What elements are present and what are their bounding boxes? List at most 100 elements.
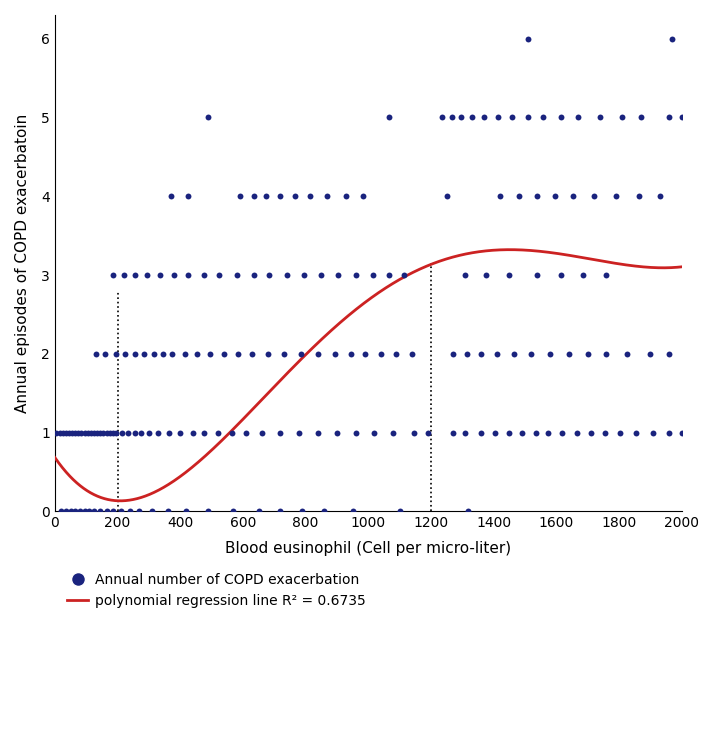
Point [375, 348, 386, 360]
Point [263, 269, 275, 281]
Point [129, 348, 141, 360]
Point [346, 348, 357, 360]
Point [461, 348, 473, 360]
Point [312, 348, 323, 360]
Point [73, 427, 84, 439]
Point [76, 427, 87, 439]
Point [630, 427, 642, 439]
Point [123, 427, 134, 439]
Point [198, 269, 209, 281]
Point [585, 427, 596, 439]
Point [544, 348, 555, 360]
Point [226, 427, 238, 439]
Point [293, 427, 305, 439]
Point [621, 348, 633, 360]
Point [143, 427, 154, 439]
Point [85, 427, 96, 439]
Point [241, 427, 252, 439]
Point [107, 269, 119, 281]
Point [663, 427, 675, 439]
Point [69, 506, 81, 518]
Point [654, 190, 665, 202]
Point [51, 427, 62, 439]
Point [164, 427, 175, 439]
Point [296, 506, 308, 518]
Point [162, 506, 174, 518]
Point [253, 506, 264, 518]
Point [476, 427, 487, 439]
Point [74, 506, 86, 518]
Point [635, 112, 646, 124]
Point [331, 427, 343, 439]
Point [663, 348, 675, 360]
Point [316, 269, 327, 281]
Point [304, 190, 316, 202]
Point [91, 427, 103, 439]
Point [675, 427, 687, 439]
Point [89, 506, 100, 518]
Point [436, 112, 448, 124]
Point [182, 190, 193, 202]
Point [466, 112, 477, 124]
Point [594, 112, 605, 124]
Point [65, 506, 76, 518]
Point [90, 348, 101, 360]
Point [203, 112, 214, 124]
Point [463, 506, 474, 518]
Point [645, 348, 656, 360]
Point [563, 348, 575, 360]
Point [398, 269, 410, 281]
Point [460, 427, 471, 439]
Point [181, 506, 192, 518]
Point [218, 348, 230, 360]
Point [549, 190, 560, 202]
Point [388, 427, 399, 439]
Point [358, 190, 369, 202]
Point [104, 427, 116, 439]
Point [101, 427, 112, 439]
Point [56, 506, 67, 518]
Point [275, 190, 286, 202]
X-axis label: Blood eusinophil (Cell per micro-liter): Blood eusinophil (Cell per micro-liter) [225, 542, 511, 556]
Point [532, 190, 543, 202]
Point [441, 190, 452, 202]
Point [82, 427, 94, 439]
Point [455, 112, 466, 124]
Point [538, 112, 549, 124]
Point [116, 427, 128, 439]
Point [262, 348, 273, 360]
Point [600, 348, 612, 360]
Point [555, 269, 567, 281]
Point [422, 427, 433, 439]
Point [610, 190, 621, 202]
Point [350, 269, 361, 281]
Point [203, 506, 214, 518]
Point [675, 112, 687, 124]
Point [94, 427, 106, 439]
Point [60, 506, 71, 518]
Point [577, 269, 588, 281]
Point [507, 112, 518, 124]
Point [89, 427, 100, 439]
Point [312, 427, 323, 439]
Point [107, 427, 119, 439]
Point [526, 348, 537, 360]
Point [179, 348, 191, 360]
Point [165, 190, 176, 202]
Point [154, 269, 166, 281]
Point [330, 348, 341, 360]
Point [118, 269, 129, 281]
Point [555, 112, 567, 124]
Point [198, 427, 209, 439]
Point [543, 427, 554, 439]
Point [246, 348, 258, 360]
Point [146, 506, 158, 518]
Point [289, 190, 301, 202]
Point [94, 506, 106, 518]
Point [139, 348, 150, 360]
Point [489, 427, 501, 439]
Point [69, 427, 81, 439]
Point [204, 348, 216, 360]
Point [261, 190, 272, 202]
Point [503, 269, 515, 281]
